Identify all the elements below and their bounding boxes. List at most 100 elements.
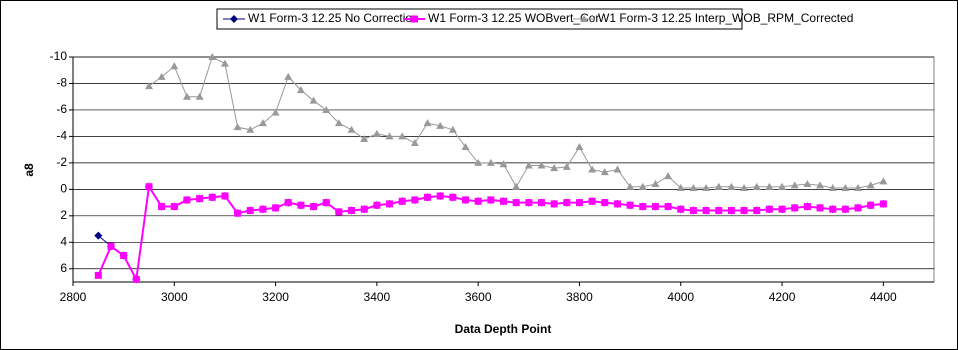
point <box>486 158 495 166</box>
point <box>740 184 749 192</box>
legend-label: W1 Form-3 12.25 Interp_WOB_RPM_Corrected <box>598 11 853 25</box>
y-tick-label: -2 <box>56 155 67 169</box>
point <box>297 201 305 209</box>
point <box>335 208 343 216</box>
point <box>664 203 672 211</box>
point <box>499 160 508 168</box>
plot-area <box>72 56 935 283</box>
x-axis-label: Data Depth Point <box>455 322 552 336</box>
point <box>563 199 571 207</box>
point <box>626 182 635 190</box>
point <box>196 195 204 203</box>
point <box>322 199 330 207</box>
x-tick-label: 3600 <box>465 290 492 304</box>
x-tick-label: 3400 <box>364 290 391 304</box>
point <box>170 203 178 211</box>
point <box>512 199 520 207</box>
point <box>575 143 584 150</box>
legend-label: W1 Form-3 12.25 No Correction <box>248 11 419 25</box>
point <box>347 125 356 133</box>
point <box>474 197 482 205</box>
y-tick-label: 6 <box>60 261 67 275</box>
point <box>360 135 369 143</box>
point <box>284 199 292 207</box>
point <box>258 119 267 127</box>
point <box>310 203 318 211</box>
point <box>727 207 735 215</box>
point <box>740 207 748 215</box>
point <box>246 207 254 215</box>
point <box>765 205 773 213</box>
point <box>144 82 153 90</box>
point <box>778 205 786 213</box>
point <box>702 207 710 215</box>
point <box>752 182 761 190</box>
point <box>816 181 825 189</box>
point <box>234 209 242 217</box>
x-tick-label: 3200 <box>262 290 289 304</box>
y-tick-label: -10 <box>50 49 68 63</box>
point <box>588 197 596 205</box>
point <box>727 182 736 190</box>
point <box>94 271 102 279</box>
point <box>449 193 457 201</box>
point <box>170 62 179 70</box>
point <box>373 201 381 209</box>
point <box>803 203 811 211</box>
point <box>221 192 229 200</box>
point <box>575 199 583 207</box>
point <box>676 184 685 192</box>
point <box>550 200 558 208</box>
point <box>816 204 824 212</box>
point <box>714 182 723 190</box>
point <box>677 205 685 213</box>
point <box>854 184 863 192</box>
point <box>841 184 850 192</box>
point <box>461 143 470 150</box>
point <box>410 139 419 147</box>
point <box>790 181 799 189</box>
point <box>157 72 166 80</box>
point <box>639 203 647 211</box>
point <box>664 172 673 180</box>
point <box>879 177 888 185</box>
x-tick-label: 2800 <box>60 290 87 304</box>
point <box>854 204 862 212</box>
point <box>828 184 837 192</box>
point <box>423 119 432 127</box>
point <box>689 184 698 192</box>
x-tick-label: 4400 <box>870 290 897 304</box>
point <box>208 193 216 201</box>
y-tick-label: -8 <box>56 76 67 90</box>
point <box>436 121 445 129</box>
y-tick-label: 4 <box>60 234 67 248</box>
point <box>372 129 381 137</box>
x-tick-label: 4000 <box>667 290 694 304</box>
point <box>246 125 255 133</box>
point <box>791 204 799 212</box>
point <box>500 197 507 205</box>
point <box>107 242 115 250</box>
point <box>183 196 191 204</box>
legend-marker <box>410 15 418 23</box>
point <box>715 207 723 215</box>
point <box>424 193 432 201</box>
legend-marker <box>580 15 588 22</box>
point <box>638 182 647 190</box>
point <box>284 72 293 80</box>
point <box>334 119 343 127</box>
point <box>651 203 659 211</box>
point <box>462 196 470 204</box>
x-tick-label: 4200 <box>769 290 796 304</box>
point <box>158 203 166 211</box>
point <box>398 197 406 205</box>
point <box>487 196 495 204</box>
point <box>182 92 191 100</box>
point <box>398 132 407 140</box>
y-tick-label: -6 <box>56 102 67 116</box>
y-tick-label: 0 <box>60 182 67 196</box>
point <box>613 200 621 208</box>
point <box>562 162 571 170</box>
point <box>360 205 368 213</box>
point <box>588 165 597 173</box>
